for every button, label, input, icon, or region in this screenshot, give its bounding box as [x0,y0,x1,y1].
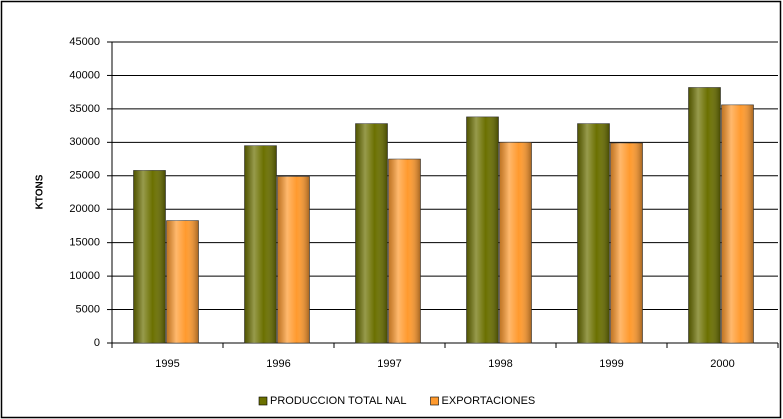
x-tick-label: 2000 [710,358,734,370]
y-tick-label: 0 [94,337,100,349]
y-tick-label: 25000 [69,170,100,182]
x-tick-label: 1999 [599,358,623,370]
y-tick-label: 20000 [69,203,100,215]
legend-swatch [258,396,268,406]
y-tick-label: 5000 [76,303,100,315]
bar-shade [244,145,277,343]
legend: PRODUCCION TOTAL NAL EXPORTACIONES [258,395,536,407]
bar-shade [466,116,499,343]
y-tick-label: 10000 [69,270,100,282]
y-tick-label: 40000 [69,69,100,81]
y-axis-label: KTONS [35,174,46,209]
bar-shade [577,123,610,343]
bar-shade [355,123,388,343]
legend-label: EXPORTACIONES [442,395,536,407]
y-tick-label: 30000 [69,136,100,148]
y-tick-label: 35000 [69,103,100,115]
bar-shade [166,220,199,343]
x-tick-label: 1996 [266,358,290,370]
bar-shade [277,176,310,343]
x-tick-label: 1995 [155,358,179,370]
bar-shade [610,143,643,343]
x-tick-label: 1998 [488,358,512,370]
x-tick-label: 1997 [377,358,401,370]
legend-label: PRODUCCION TOTAL NAL [270,395,407,407]
legend-swatch [430,396,439,406]
y-tick-label: 45000 [69,36,100,48]
bar-shade [499,142,532,343]
bar-shade [133,170,166,343]
bar-shade [388,159,421,343]
bar-shade [688,87,721,344]
bar-shade [721,104,754,344]
y-tick-label: 15000 [69,237,100,249]
